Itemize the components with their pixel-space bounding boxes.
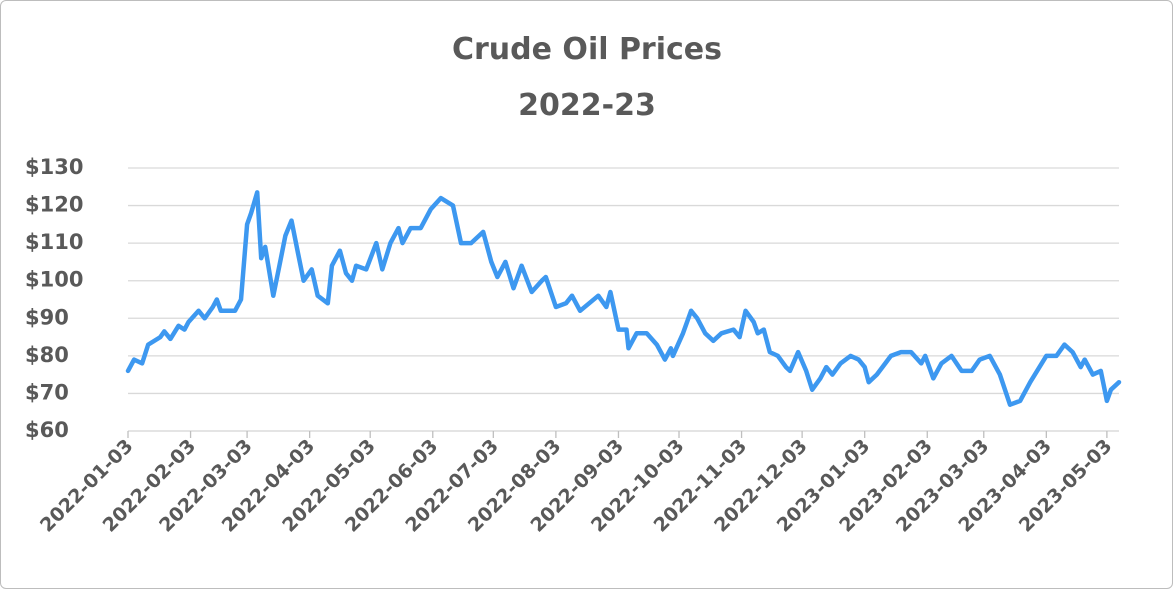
- chart-subtitle: 2022-23: [518, 88, 656, 123]
- chart-title: Crude Oil Prices: [452, 32, 722, 67]
- y-tick-label: $60: [25, 418, 69, 442]
- y-tick-label: $110: [25, 230, 83, 254]
- price-line: [125, 190, 1122, 407]
- y-tick-label: $130: [25, 155, 83, 179]
- y-tick-label: $120: [25, 193, 83, 217]
- y-tick-label: $90: [25, 305, 69, 329]
- y-tick-label: $70: [25, 380, 69, 404]
- y-tick-label: $80: [25, 343, 69, 367]
- y-tick-label: $100: [25, 268, 83, 292]
